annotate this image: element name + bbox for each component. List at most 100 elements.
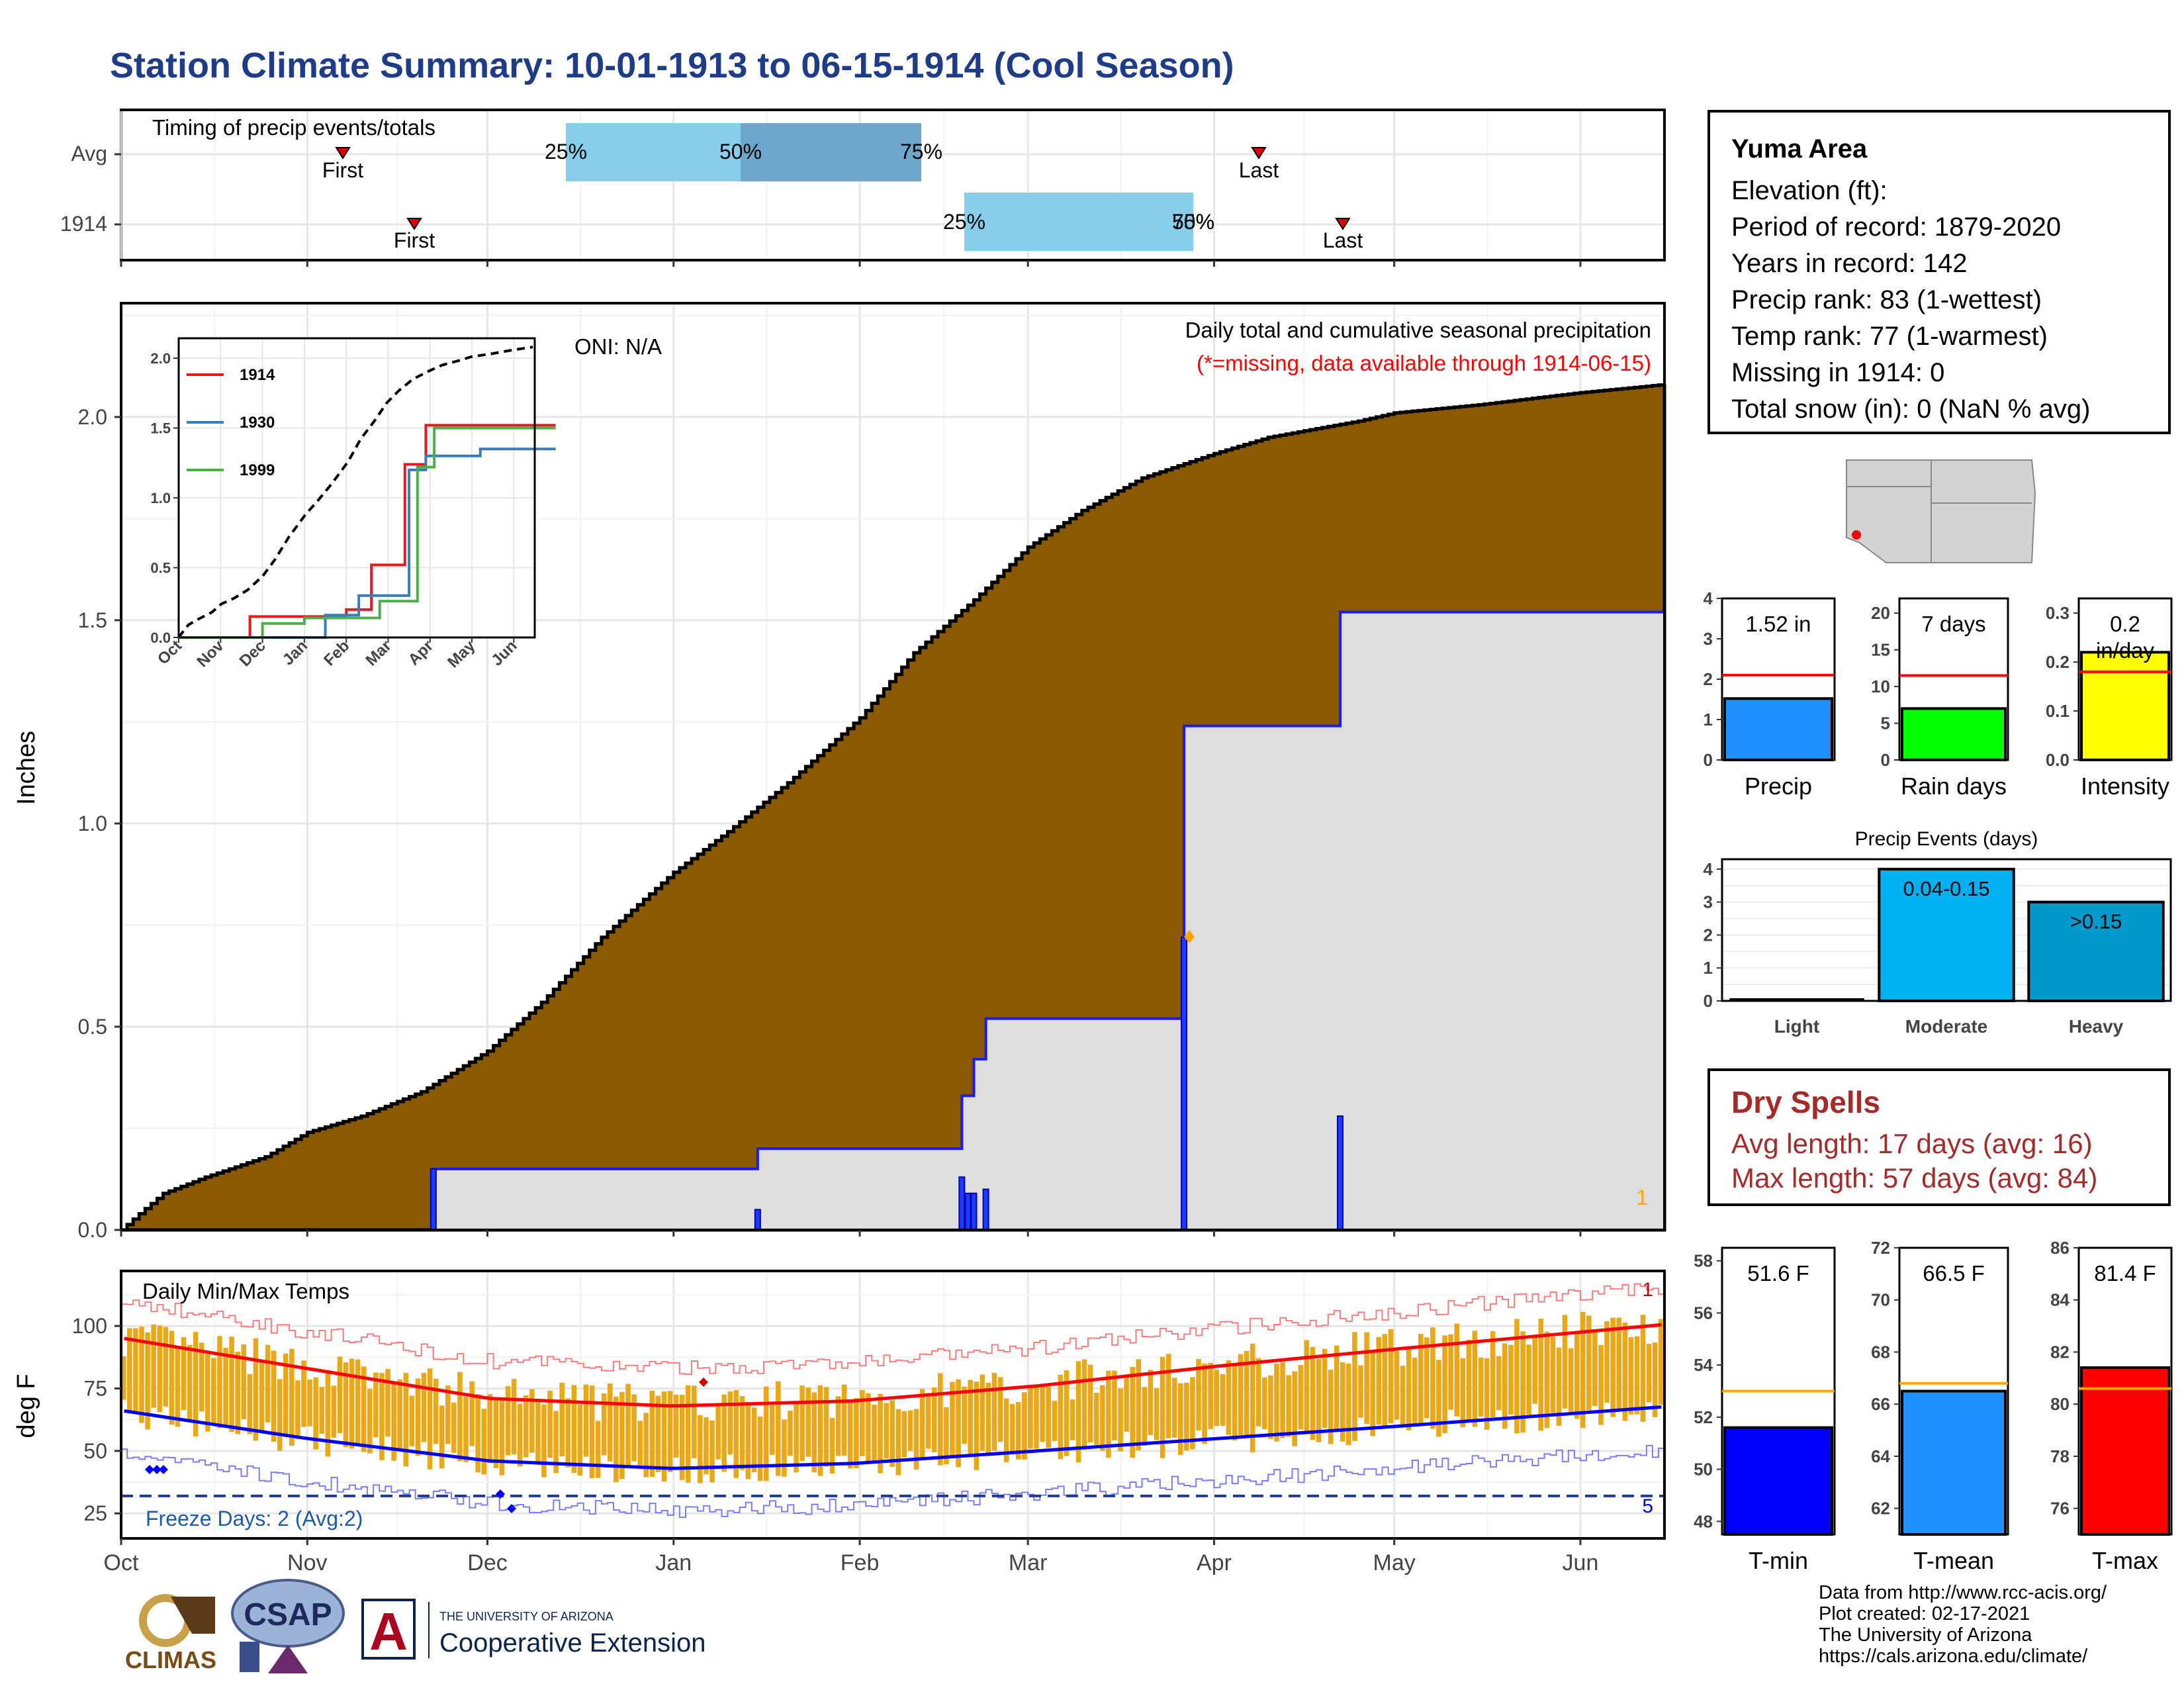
daily-precip-bar: [964, 1192, 972, 1231]
temp-bar: [421, 1372, 427, 1442]
temp-bar: [313, 1377, 318, 1450]
inset-legend-label: 1914: [240, 366, 275, 384]
temp-bar: [884, 1403, 889, 1459]
temp-bar: [1154, 1387, 1160, 1440]
temp-bar: [169, 1331, 175, 1425]
temp-bar: [835, 1396, 841, 1456]
temp-bar: [271, 1350, 277, 1442]
svg-text:58: 58: [1694, 1251, 1713, 1271]
temp-bar: [956, 1379, 961, 1468]
temp-bar: [776, 1381, 781, 1476]
timing-panel: Timing of precip events/totals Avg 1914 …: [60, 109, 1666, 267]
temp-bar: [1178, 1383, 1183, 1455]
temp-bar: [1604, 1321, 1610, 1403]
temp-bar: [1496, 1356, 1502, 1411]
record-min-line: [121, 1444, 1664, 1519]
temp-bar: [373, 1372, 379, 1438]
temp-bar: [295, 1380, 300, 1439]
avg-max-line: [124, 1323, 1662, 1408]
month-tick: May: [1373, 1550, 1416, 1575]
station-name: Yuma Area: [1731, 134, 1868, 164]
month-tick: Oct: [104, 1550, 139, 1575]
temp-bar: [337, 1356, 343, 1434]
temp-bar: [463, 1397, 469, 1462]
temp-bar: [1574, 1332, 1580, 1419]
temp-bar: [968, 1380, 973, 1457]
tmean-mini-value: 66.5 F: [1923, 1261, 1985, 1286]
temp-bar: [625, 1383, 631, 1467]
temp-bar: [355, 1359, 361, 1445]
tmax-mini-label: T-max: [2092, 1547, 2158, 1574]
intensity-mini-value: 0.2: [2110, 612, 2140, 636]
temp-bar: [445, 1385, 451, 1444]
avg-first-marker: [335, 147, 351, 160]
temp-bar: [715, 1403, 721, 1460]
temp-bar: [433, 1378, 439, 1444]
svg-text:2: 2: [1704, 669, 1713, 689]
climas-logo: CLIMAS: [125, 1594, 216, 1673]
svg-text:0.3: 0.3: [2046, 603, 2070, 623]
svg-text:CLIMAS: CLIMAS: [125, 1646, 216, 1673]
temp-bar: [379, 1373, 385, 1460]
temp-bar: [1148, 1370, 1154, 1435]
tmax-mini-bar: [2080, 1366, 2170, 1536]
temp-bar: [601, 1393, 607, 1456]
temp-bar: [1214, 1370, 1220, 1427]
temp-bar: [811, 1392, 817, 1473]
location-map: [1844, 457, 2037, 565]
temp-bar: [1628, 1337, 1634, 1415]
temp-bar: [1652, 1342, 1658, 1417]
temp-bar: [1142, 1387, 1148, 1446]
temp-bar: [685, 1385, 691, 1483]
max-daily-marker: [1184, 930, 1195, 943]
temp-bar: [367, 1389, 373, 1454]
temp-bar: [589, 1385, 595, 1479]
tmax-mini-value: 81.4 F: [2094, 1261, 2156, 1286]
temp-bar: [529, 1389, 535, 1453]
elevation: Elevation (ft):: [1731, 176, 1888, 205]
svg-text:4: 4: [1704, 859, 1713, 879]
svg-text:52: 52: [1694, 1407, 1713, 1427]
dry-spells-title: Dry Spells: [1731, 1085, 1880, 1119]
raindays-mini-bar: [1901, 707, 2007, 762]
dry-spells-box: Dry Spells Avg length: 17 days (avg: 16)…: [1707, 1068, 2171, 1206]
temp-bar: [187, 1344, 193, 1423]
temp-bar: [1640, 1315, 1646, 1422]
precip-y-tick: 1.0: [78, 812, 107, 835]
temp-bar: [481, 1409, 487, 1475]
temp-bar: [583, 1384, 589, 1457]
temp-bar: [1436, 1360, 1441, 1437]
year-iqr: [964, 193, 1193, 251]
temp-bar: [979, 1374, 985, 1451]
temp-bar: [319, 1387, 325, 1434]
temp-bar: [1238, 1354, 1244, 1435]
temp-bar: [145, 1332, 150, 1430]
temp-bar: [1412, 1358, 1418, 1426]
temp-bar: [571, 1385, 577, 1473]
temp-bar: [1478, 1357, 1484, 1417]
temp-bar: [1556, 1347, 1562, 1426]
temp-bar: [1022, 1392, 1027, 1460]
temp-bar: [1418, 1334, 1424, 1425]
temp-bar: [829, 1417, 835, 1474]
temp-bar: [878, 1393, 883, 1474]
month-tick: Mar: [1009, 1550, 1048, 1575]
temp-bar: [631, 1394, 637, 1462]
temp-bar: [1286, 1375, 1291, 1437]
temp-bar: [487, 1394, 493, 1464]
timing-row-avg: Avg: [71, 142, 107, 165]
temp-bar: [1634, 1336, 1640, 1415]
temp-bar: [493, 1400, 499, 1469]
temp-bar: [1171, 1378, 1177, 1438]
year-last-marker: [1335, 218, 1351, 230]
temp-bar: [637, 1421, 643, 1466]
temp-bar: [559, 1382, 565, 1457]
precip-panel: 0.0 0.5 1.0 1.5 2.0 Inches ONI: N/A Daily to…: [13, 302, 1666, 1242]
tmean-mini-label: T-mean: [1913, 1547, 1994, 1574]
temp-bar: [1003, 1398, 1009, 1462]
temp-bar: [253, 1338, 259, 1441]
temp-bar: [1202, 1364, 1207, 1444]
temp-bar: [901, 1411, 907, 1458]
svg-text:84: 84: [2050, 1290, 2070, 1310]
